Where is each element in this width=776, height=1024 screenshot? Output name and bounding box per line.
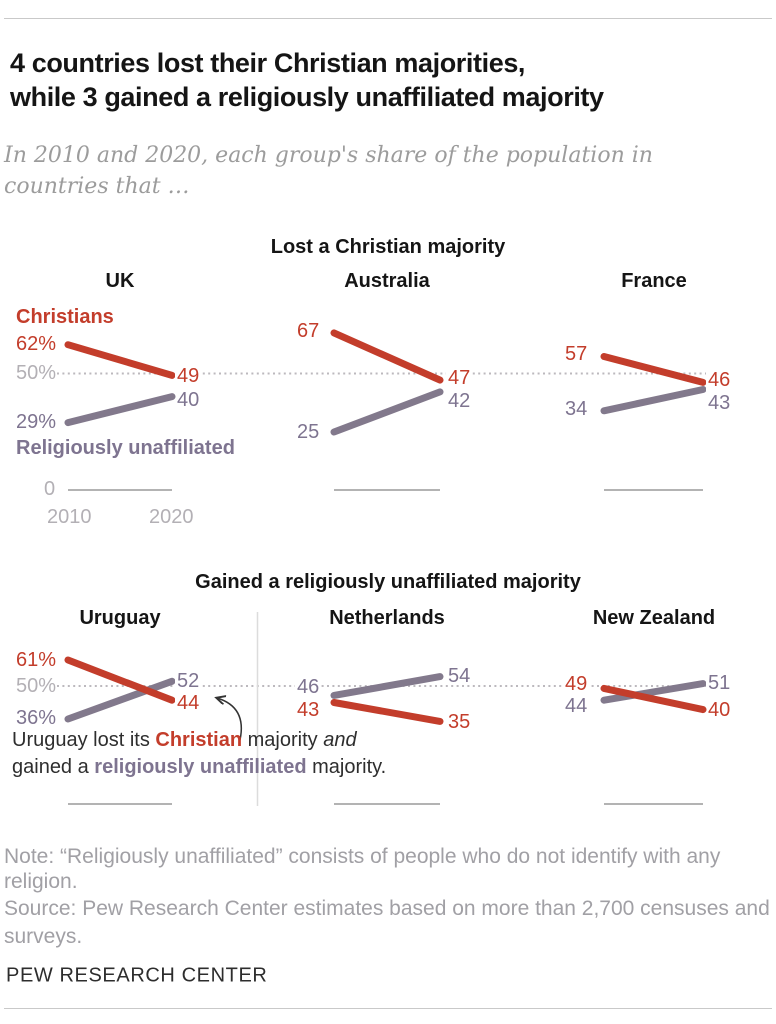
value-australia-unaffiliated-2010: 25 bbox=[297, 421, 320, 443]
value-france-christians-2020: 46 bbox=[706, 369, 733, 391]
axis-year-2010: 2010 bbox=[47, 506, 92, 528]
value-australia-christians-2010: 67 bbox=[297, 320, 320, 342]
value-france-christians-2010: 57 bbox=[565, 343, 588, 365]
country-label-new-zealand: New Zealand bbox=[592, 607, 716, 629]
annotation-text: Uruguay lost its bbox=[12, 729, 156, 751]
legend-unaffiliated: Religiously unaffiliated bbox=[16, 437, 235, 459]
gridline-label-50pct-section1: 50% bbox=[16, 362, 57, 384]
annotation-unaffiliated: religiously unaffiliated bbox=[94, 756, 307, 778]
annotation-christian: Christian bbox=[155, 729, 243, 751]
slope-line-australia-unaffiliated bbox=[330, 388, 444, 436]
annotation-line-2: gained a religiously unaffiliated majori… bbox=[12, 754, 386, 781]
annotation-text: majority bbox=[242, 729, 324, 751]
page-title: 4 countries lost their Christian majorit… bbox=[10, 46, 604, 114]
axis-year-2020: 2020 bbox=[149, 506, 194, 528]
legend-christians: Christians bbox=[16, 306, 114, 328]
slope-line-netherlands-unaffiliated bbox=[330, 673, 444, 699]
bottom-rule bbox=[4, 1008, 772, 1009]
slope-line-uk-unaffiliated bbox=[64, 393, 176, 427]
slope-line-australia-christian bbox=[330, 329, 444, 384]
country-label-uk: UK bbox=[105, 270, 135, 292]
slope-line-uk-christian bbox=[64, 341, 176, 379]
value-uruguay-christians-2020: 44 bbox=[175, 692, 202, 714]
uruguay-annotation: Uruguay lost its Christian majority and … bbox=[12, 727, 386, 781]
country-label-france: France bbox=[621, 270, 687, 292]
value-new-zealand-christians-2020: 40 bbox=[708, 699, 731, 721]
value-new-zealand-christians-2010: 49 bbox=[563, 673, 590, 695]
value-netherlands-unaffiliated-2020: 54 bbox=[448, 665, 471, 687]
slope-line-new-zealand-christian bbox=[600, 684, 707, 714]
value-new-zealand-unaffiliated-2010: 44 bbox=[565, 695, 588, 717]
annotation-text: majority. bbox=[306, 756, 387, 778]
slope-line-uruguay-unaffiliated bbox=[64, 677, 176, 723]
page-subtitle: In 2010 and 2020, each group's share of … bbox=[4, 140, 653, 202]
section2-title: Gained a religiously unaffiliated majori… bbox=[195, 571, 581, 593]
note-line-2: religion. bbox=[4, 870, 78, 893]
value-uk-unaffiliated-2020: 40 bbox=[177, 389, 200, 411]
value-uruguay-christians-2010: 61% bbox=[16, 649, 57, 671]
annotation-text: gained a bbox=[12, 756, 95, 778]
subtitle-line-2: countries that … bbox=[4, 174, 190, 199]
annotation-and: and bbox=[323, 729, 357, 751]
section1-title: Lost a Christian majority bbox=[270, 236, 506, 258]
value-uruguay-unaffiliated-2020: 52 bbox=[175, 670, 202, 692]
country-label-uruguay: Uruguay bbox=[79, 607, 161, 629]
brand-pew-research-center: PEW RESEARCH CENTER bbox=[6, 964, 268, 987]
value-netherlands-christians-2010: 43 bbox=[295, 699, 322, 721]
gridline-label-50pct-section2: 50% bbox=[16, 675, 57, 697]
value-uk-christians-2010: 62% bbox=[16, 333, 57, 355]
value-france-unaffiliated-2020: 43 bbox=[708, 392, 731, 414]
source-line-2: surveys. bbox=[4, 925, 83, 948]
note-line-1: Note: “Religiously unaffiliated” consist… bbox=[4, 845, 721, 868]
country-label-australia: Australia bbox=[344, 270, 430, 292]
title-line-2: while 3 gained a religiously unaffiliate… bbox=[10, 82, 604, 112]
slope-line-france-unaffiliated bbox=[600, 386, 707, 415]
slope-line-new-zealand-unaffiliated bbox=[600, 680, 707, 704]
title-line-1: 4 countries lost their Christian majorit… bbox=[10, 48, 526, 78]
value-uk-christians-2020: 49 bbox=[175, 365, 202, 387]
axis-zero-label: 0 bbox=[44, 478, 56, 500]
value-new-zealand-unaffiliated-2020: 51 bbox=[706, 672, 733, 694]
value-uruguay-unaffiliated-2010: 36% bbox=[16, 707, 57, 729]
value-australia-christians-2020: 47 bbox=[446, 367, 473, 389]
top-rule bbox=[4, 18, 772, 19]
slope-line-france-christian bbox=[600, 353, 707, 386]
annotation-line-1: Uruguay lost its Christian majority and bbox=[12, 727, 386, 754]
value-uk-unaffiliated-2010: 29% bbox=[16, 411, 57, 433]
slope-lines-layer bbox=[64, 329, 707, 725]
slope-line-netherlands-christian bbox=[330, 699, 444, 725]
subtitle-line-1: In 2010 and 2020, each group's share of … bbox=[4, 143, 653, 168]
slope-line-uruguay-christian bbox=[64, 656, 176, 704]
annotation-arrow bbox=[217, 698, 242, 741]
value-france-unaffiliated-2010: 34 bbox=[565, 398, 588, 420]
value-netherlands-unaffiliated-2010: 46 bbox=[295, 676, 322, 698]
value-netherlands-christians-2020: 35 bbox=[448, 711, 471, 733]
value-australia-unaffiliated-2020: 42 bbox=[448, 390, 471, 412]
source-line-1: Source: Pew Research Center estimates ba… bbox=[4, 897, 770, 920]
country-label-netherlands: Netherlands bbox=[329, 607, 445, 629]
